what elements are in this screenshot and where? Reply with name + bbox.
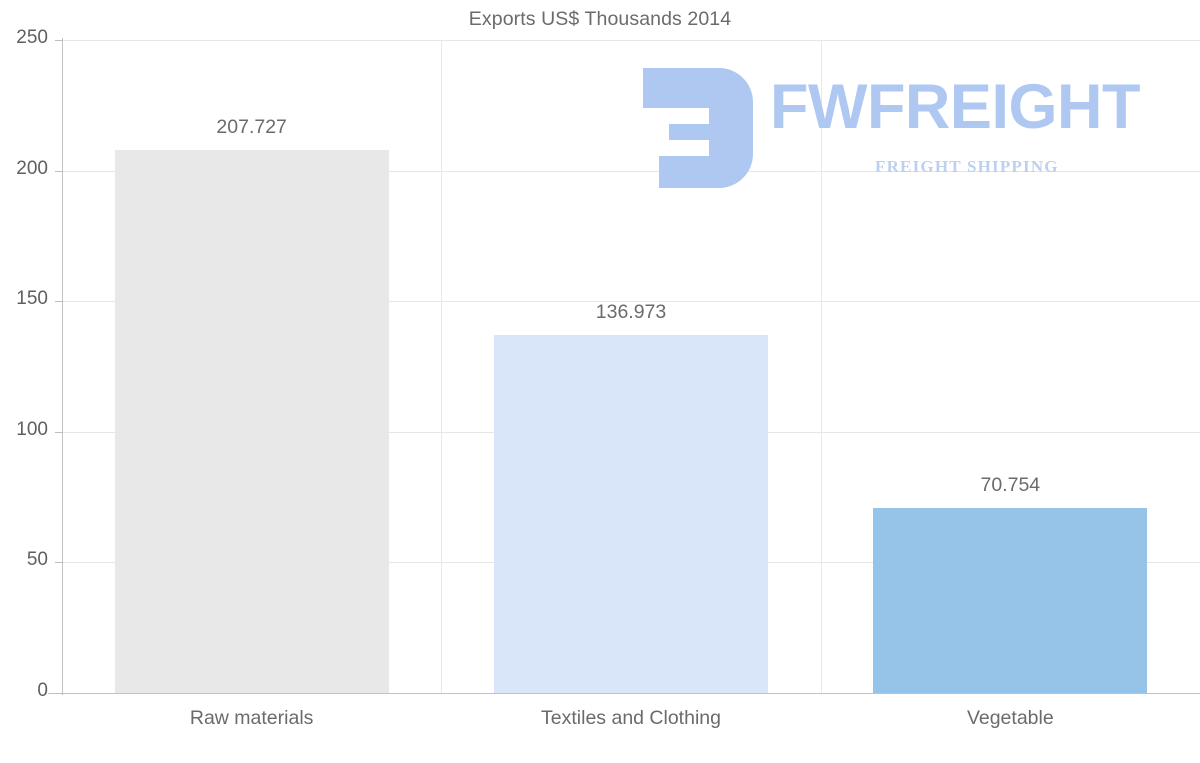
gridline — [62, 171, 1200, 172]
y-axis-tick-label: 150 — [16, 288, 48, 310]
y-axis-tick-label: 250 — [16, 27, 48, 48]
y-axis-tick — [55, 693, 63, 694]
y-axis-line — [62, 38, 63, 695]
bar-2[interactable] — [494, 335, 768, 693]
x-axis-category-label: Vegetable — [966, 707, 1054, 729]
y-axis-tick-label: 50 — [26, 549, 48, 571]
y-axis-tick — [55, 562, 63, 563]
y-axis-tick-label: 0 — [37, 680, 48, 701]
vertical-gridline — [821, 40, 822, 693]
x-axis-category-label: Raw materials — [189, 707, 314, 729]
y-axis-tick — [55, 171, 63, 172]
y-axis-tick — [55, 301, 63, 302]
bar-value-label: 207.727 — [216, 116, 287, 138]
y-axis-tick — [55, 432, 63, 433]
x-axis-category-label: Textiles and Clothing — [541, 707, 721, 729]
y-axis-tick — [55, 40, 63, 41]
vertical-gridline — [441, 40, 442, 693]
bar-3[interactable] — [873, 508, 1147, 693]
x-axis-line — [48, 693, 1200, 694]
bar-value-label: 136.973 — [595, 301, 667, 323]
bar-value-label: 70.754 — [980, 474, 1041, 496]
y-axis-tick-label: 100 — [16, 418, 48, 440]
bar-1[interactable] — [115, 150, 389, 693]
chart-title: Exports US$ Thousands 2014 — [468, 8, 732, 30]
gridline — [62, 301, 1200, 302]
gridline — [62, 40, 1200, 41]
plot-area — [62, 40, 1200, 693]
y-axis-tick-label: 200 — [16, 157, 48, 179]
